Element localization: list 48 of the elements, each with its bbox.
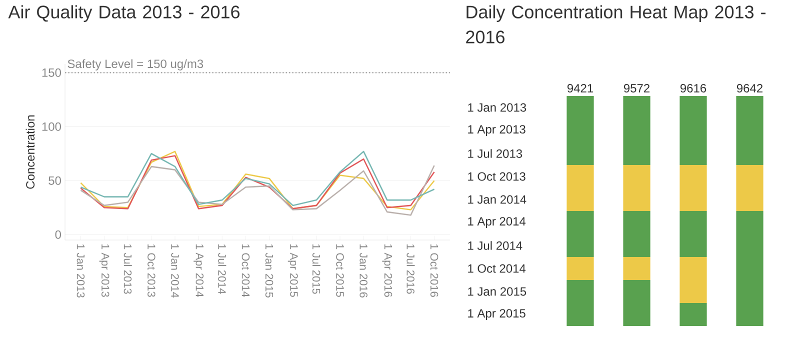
x-tick-label: 9421 (567, 84, 594, 92)
x-tick-label: 1 Oct 2014 (242, 244, 250, 298)
text: 1 Apr 2015 (468, 309, 526, 320)
y-tick-label: 0 (55, 230, 62, 239)
bar (623, 165, 650, 211)
text: 1 Jan 2013 (468, 103, 526, 112)
x-tick-label: 1 Jul 2014 (218, 244, 226, 294)
bar (736, 96, 764, 165)
bar (680, 303, 707, 326)
x-tick-label: 1 Jul 2016 (406, 244, 415, 294)
x-tick-label: 1 Jan 2014 (171, 244, 179, 298)
bar (680, 96, 707, 165)
line-series (80, 164, 435, 216)
text: 1 Apr 2013 (468, 125, 526, 136)
bar (680, 211, 707, 257)
text: 1 Apr 2014 (468, 217, 526, 228)
x-tick-label: 1 Jan 2016 (360, 244, 368, 298)
x-tick-label: 1 Oct 2015 (336, 244, 344, 297)
bar (736, 165, 764, 211)
text: 1 Jan 2014 (468, 195, 526, 204)
text: 1 Oct 2013 (468, 172, 526, 181)
x-tick-label: 9642 (736, 84, 762, 92)
x-tick-label: 1 Apr 2014 (194, 244, 204, 298)
x-tick-label: 1 Jul 2013 (124, 244, 132, 294)
bar (736, 211, 764, 326)
bar (623, 96, 650, 165)
ref-line-label: Safety Level = 150 ug/m3 (68, 59, 204, 70)
x-tick-label: 1 Oct 2013 (148, 244, 156, 297)
x-tick-label: 1 Jul 2015 (312, 244, 320, 294)
x-tick-label: 1 Jan 2013 (76, 244, 85, 298)
bar (623, 257, 650, 280)
x-tick-label: 1 Apr 2015 (288, 244, 298, 297)
x-tick-label: 9572 (624, 84, 650, 92)
y-axis-title: Concentration (26, 115, 35, 189)
x-tick-label: 9616 (680, 84, 706, 92)
y-tick-label: 150 (42, 68, 62, 77)
bar (566, 257, 594, 280)
bar (566, 96, 594, 165)
y-tick-label: 100 (42, 122, 62, 131)
x-tick-label: 1 Apr 2016 (382, 244, 392, 297)
x-tick-label: 1 Jan 2015 (265, 244, 274, 298)
bar (566, 165, 594, 211)
chart-title: Daily Concentration Heat Map 2013 - 2016 (466, 5, 766, 44)
text: 1 Jul 2013 (468, 149, 522, 158)
chart-title: Air Quality Data 2013 - 2016 (8, 5, 240, 22)
y-tick-label: 50 (48, 176, 62, 185)
x-tick-label: 1 Apr 2013 (99, 244, 110, 297)
x-tick-label: 1 Oct 2016 (430, 244, 438, 297)
